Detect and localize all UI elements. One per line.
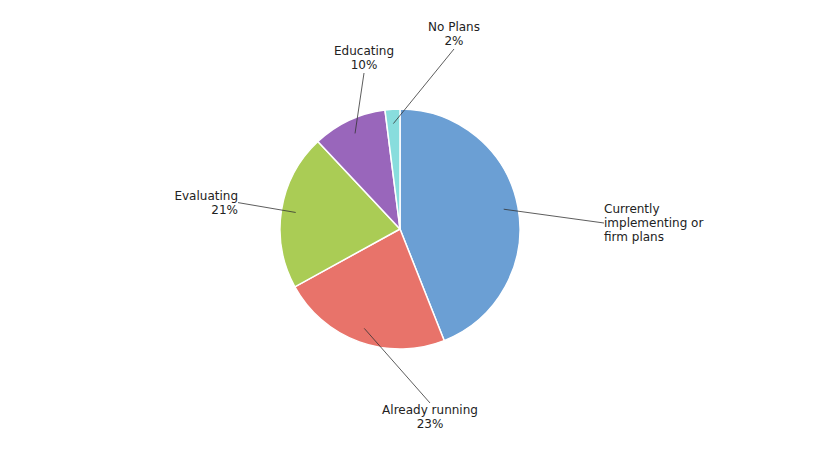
slice-label-line: No Plans	[428, 20, 480, 34]
leader-line	[364, 328, 430, 403]
leader-line	[504, 209, 604, 223]
labels: Currentlyimplementing orfirm plans Alread…	[174, 20, 703, 431]
slice-label-line: firm plans	[604, 230, 664, 244]
slice-label-line: implementing or	[604, 216, 703, 230]
slice-label: Currentlyimplementing orfirm plans	[604, 202, 703, 244]
pie-slice	[318, 110, 400, 229]
slice-label-line: Already running	[382, 403, 478, 417]
chart: Currentlyimplementing orfirm plans Alread…	[0, 0, 834, 459]
slice-label: Educating10%	[334, 44, 394, 72]
slice-label-line: Evaluating	[174, 189, 238, 203]
slice-label-line: 2%	[444, 34, 463, 48]
slice-label-line: 21%	[211, 203, 238, 217]
slice-label-line: 23%	[417, 417, 444, 431]
slice-label-line: Educating	[334, 44, 394, 58]
leader-line	[238, 203, 296, 213]
pie-slice	[385, 109, 400, 229]
leader-line	[355, 73, 364, 133]
slice-label: Already running23%	[382, 403, 478, 431]
slice-label: No Plans2%	[428, 20, 480, 48]
slice-label-line: 10%	[351, 58, 378, 72]
pie	[280, 109, 520, 349]
slice-label: Evaluating21%	[174, 189, 238, 217]
leader-line	[393, 49, 454, 124]
slice-label-line: Currently	[604, 202, 660, 216]
